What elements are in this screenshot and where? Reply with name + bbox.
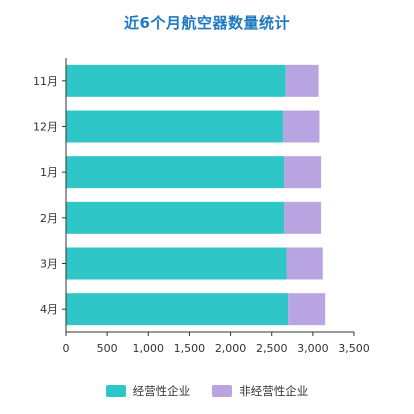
legend-label-non-operating: 非经营性企业 <box>239 384 309 398</box>
x-tick-label: 500 <box>97 342 118 355</box>
bar-operating-4 <box>66 247 287 280</box>
y-tick-label: 2月 <box>40 212 58 225</box>
bar-operating-5 <box>66 293 289 326</box>
y-tick-label: 12月 <box>33 121 58 134</box>
x-tick-label: 2,000 <box>215 342 247 355</box>
x-tick-label: 2,500 <box>256 342 288 355</box>
y-tick-label: 11月 <box>33 75 58 88</box>
y-tick-label: 3月 <box>40 258 58 271</box>
x-tick-label: 1,000 <box>133 342 165 355</box>
x-tick-label: 1,500 <box>174 342 206 355</box>
bar-operating-0 <box>66 64 286 97</box>
legend: 经营性企业 非经营性企业 <box>0 383 414 399</box>
chart-title: 近6个月航空器数量统计 <box>124 14 290 32</box>
bar-operating-2 <box>66 156 285 189</box>
legend-item-operating[interactable]: 经营性企业 <box>105 383 191 399</box>
bar-operating-1 <box>66 110 284 143</box>
bar-non-operating-5 <box>288 293 326 326</box>
legend-label-operating: 经营性企业 <box>132 384 191 398</box>
legend-swatch-operating <box>105 385 126 397</box>
legend-swatch-non-operating <box>212 385 233 397</box>
legend-item-non-operating[interactable]: 非经营性企业 <box>212 383 308 399</box>
bar-operating-3 <box>66 201 285 234</box>
y-tick-label: 4月 <box>40 303 58 316</box>
x-tick-label: 3,500 <box>338 342 370 355</box>
bar-non-operating-0 <box>285 64 319 97</box>
x-tick-label: 0 <box>63 342 70 355</box>
bar-non-operating-2 <box>284 156 322 189</box>
bar-non-operating-4 <box>286 247 323 280</box>
x-tick-label: 3,000 <box>297 342 329 355</box>
bar-non-operating-3 <box>284 201 322 234</box>
y-tick-label: 1月 <box>40 166 58 179</box>
bar-non-operating-1 <box>283 110 320 143</box>
